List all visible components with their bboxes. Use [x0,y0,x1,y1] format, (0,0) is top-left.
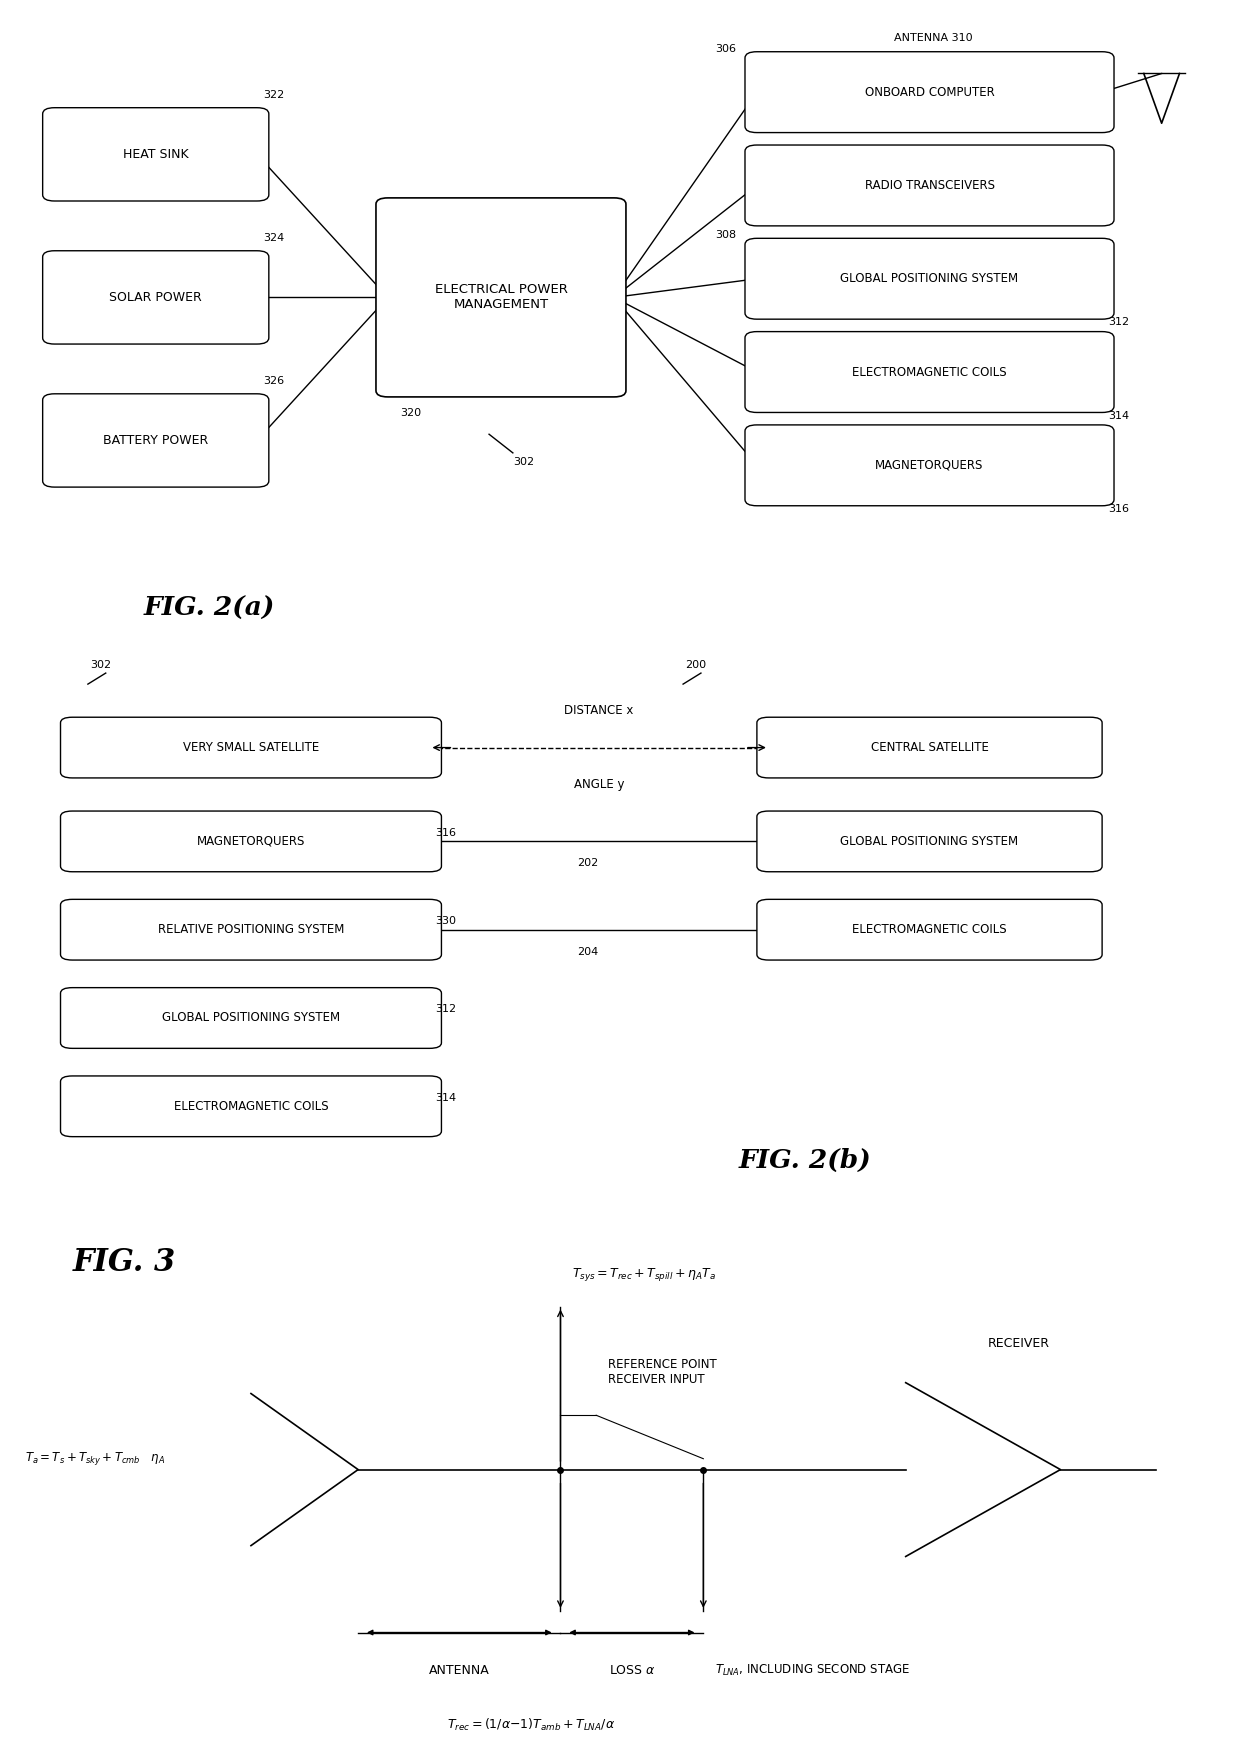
FancyBboxPatch shape [42,394,269,487]
Text: 204: 204 [577,946,598,957]
FancyBboxPatch shape [756,811,1102,872]
Text: 312: 312 [435,1004,456,1014]
FancyBboxPatch shape [61,811,441,872]
FancyBboxPatch shape [756,717,1102,778]
Text: MAGNETORQUERS: MAGNETORQUERS [197,836,305,848]
Text: GLOBAL POSITIONING SYSTEM: GLOBAL POSITIONING SYSTEM [841,272,1018,286]
Text: MAGNETORQUERS: MAGNETORQUERS [875,459,983,471]
Text: 302: 302 [91,659,112,669]
Text: 316: 316 [435,829,456,837]
Text: 302: 302 [513,457,534,468]
Text: $T_a = T_s + T_{sky} + T_{cmb}$   $\eta_A$: $T_a = T_s + T_{sky} + T_{cmb}$ $\eta_A$ [25,1451,165,1466]
Text: ANTENNA: ANTENNA [429,1664,490,1677]
Text: $T_{sys} = T_{rec} + T_{spill} + \eta_A T_a$: $T_{sys} = T_{rec} + T_{spill} + \eta_A … [573,1265,717,1282]
Text: 202: 202 [577,858,598,869]
Text: 308: 308 [715,230,737,240]
FancyBboxPatch shape [61,1076,441,1137]
Text: 306: 306 [715,44,737,54]
FancyBboxPatch shape [745,238,1114,319]
Text: DISTANCE x: DISTANCE x [564,704,634,717]
Text: 314: 314 [1109,410,1130,420]
Text: $T_{LNA}$, INCLUDING SECOND STAGE: $T_{LNA}$, INCLUDING SECOND STAGE [715,1663,910,1678]
FancyBboxPatch shape [745,53,1114,133]
Text: 200: 200 [686,659,707,669]
Text: VERY SMALL SATELLITE: VERY SMALL SATELLITE [182,741,319,753]
Text: LOSS $\alpha$: LOSS $\alpha$ [609,1664,655,1677]
Text: 330: 330 [435,916,456,927]
Text: $T_{rec} = (1/\alpha{-}1)T_{amb} + T_{LNA}/\alpha$: $T_{rec} = (1/\alpha{-}1)T_{amb} + T_{LN… [446,1717,615,1733]
Text: 322: 322 [263,91,284,100]
Text: RECEIVER: RECEIVER [988,1337,1050,1351]
Text: ELECTRICAL POWER
MANAGEMENT: ELECTRICAL POWER MANAGEMENT [434,284,568,312]
Text: 326: 326 [263,377,284,387]
Text: SOLAR POWER: SOLAR POWER [109,291,202,303]
Text: GLOBAL POSITIONING SYSTEM: GLOBAL POSITIONING SYSTEM [841,836,1018,848]
FancyBboxPatch shape [42,107,269,201]
Text: BATTERY POWER: BATTERY POWER [103,434,208,447]
FancyBboxPatch shape [42,251,269,343]
Text: GLOBAL POSITIONING SYSTEM: GLOBAL POSITIONING SYSTEM [162,1011,340,1025]
FancyBboxPatch shape [745,145,1114,226]
FancyBboxPatch shape [745,426,1114,506]
FancyBboxPatch shape [756,899,1102,960]
FancyBboxPatch shape [61,899,441,960]
Text: ANGLE y: ANGLE y [574,778,625,790]
Text: FIG. 2(a): FIG. 2(a) [144,596,275,620]
Text: ANTENNA 310: ANTENNA 310 [894,33,972,44]
Text: ELECTROMAGNETIC COILS: ELECTROMAGNETIC COILS [174,1100,329,1113]
Text: ONBOARD COMPUTER: ONBOARD COMPUTER [864,86,994,98]
Text: FIG. 3: FIG. 3 [72,1247,176,1277]
FancyBboxPatch shape [61,988,441,1048]
Text: RELATIVE POSITIONING SYSTEM: RELATIVE POSITIONING SYSTEM [157,923,345,936]
Text: 324: 324 [263,233,284,244]
Text: HEAT SINK: HEAT SINK [123,147,188,161]
Text: ELECTROMAGNETIC COILS: ELECTROMAGNETIC COILS [852,923,1007,936]
Text: 314: 314 [435,1093,456,1102]
FancyBboxPatch shape [61,717,441,778]
Text: 312: 312 [1109,317,1130,328]
Text: 316: 316 [1109,505,1130,513]
Text: REFERENCE POINT
RECEIVER INPUT: REFERENCE POINT RECEIVER INPUT [608,1358,717,1386]
Text: CENTRAL SATELLITE: CENTRAL SATELLITE [870,741,988,753]
Text: RADIO TRANSCEIVERS: RADIO TRANSCEIVERS [864,179,994,193]
Text: ELECTROMAGNETIC COILS: ELECTROMAGNETIC COILS [852,366,1007,378]
FancyBboxPatch shape [376,198,626,398]
FancyBboxPatch shape [745,331,1114,412]
Text: FIG. 2(b): FIG. 2(b) [739,1148,872,1172]
Text: 320: 320 [399,408,420,417]
